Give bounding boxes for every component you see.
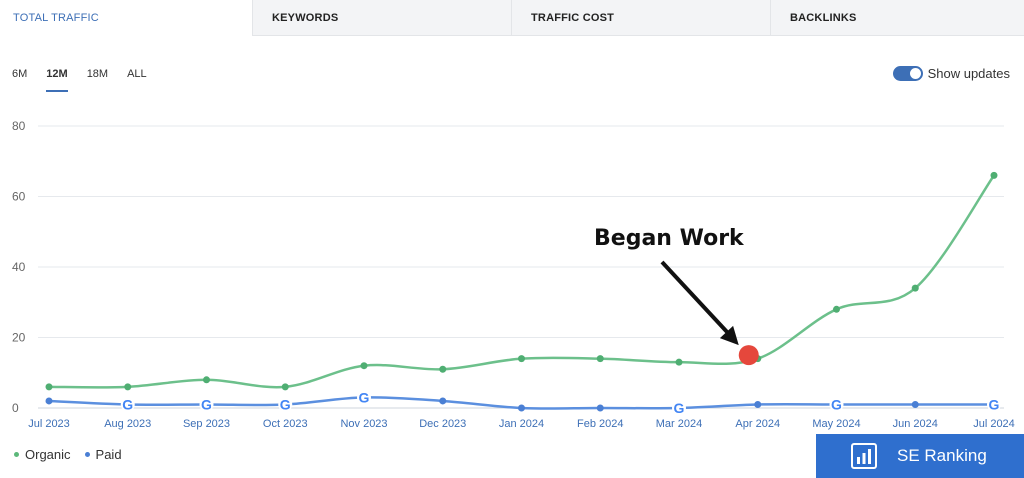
google-icon: G	[672, 400, 686, 416]
y-tick-label: 80	[12, 119, 26, 133]
x-tick-label: Mar 2024	[656, 418, 702, 430]
series-point-paid	[911, 400, 919, 408]
show-updates-toggle[interactable]: Show updates	[892, 66, 1010, 81]
google-icon: G	[120, 396, 135, 412]
series-point-paid	[518, 404, 525, 412]
series-point-paid	[45, 397, 53, 405]
google-icon: G	[357, 389, 371, 405]
grid-lines	[38, 125, 1004, 409]
x-tick-label: Jul 2023	[28, 418, 70, 430]
google-icon: G	[278, 396, 293, 412]
legend-paid[interactable]: Paid	[84, 447, 122, 462]
x-tick-label: Feb 2024	[577, 418, 623, 430]
google-icon-bg	[987, 397, 1001, 412]
series-lines	[48, 174, 996, 410]
google-icon-glyph: G	[359, 389, 370, 405]
period-all[interactable]: ALL	[127, 68, 147, 80]
period-6m[interactable]: 6M	[12, 68, 28, 80]
period-18m[interactable]: 18M	[86, 68, 109, 80]
google-icon: G	[829, 396, 844, 412]
series-point-organic	[518, 355, 525, 363]
google-icon-bg	[278, 397, 293, 412]
x-tick-label: Apr 2024	[735, 418, 780, 430]
series-point-organic	[281, 383, 289, 391]
y-tick-label: 40	[12, 260, 26, 274]
x-tick-label: Jan 2024	[499, 418, 544, 430]
x-tick-label: Aug 2023	[104, 418, 151, 430]
series-point-organic	[124, 383, 132, 391]
series-points	[45, 171, 998, 412]
x-tick-label: Jul 2024	[973, 418, 1015, 430]
x-tick-label: May 2024	[812, 418, 860, 430]
annotation-arrow	[660, 260, 735, 340]
se-ranking-badge: SE Ranking	[816, 434, 1024, 478]
x-tick-label: Dec 2023	[419, 418, 466, 430]
toggle-switch[interactable]	[892, 66, 923, 81]
series-point-organic	[596, 355, 604, 363]
series-point-organic	[203, 376, 210, 384]
series-point-organic	[439, 365, 447, 373]
y-axis-ticks: 0 20 40 60 80	[12, 119, 26, 415]
annotation-text: Began Work	[594, 226, 745, 251]
series-point-organic	[675, 358, 683, 366]
x-tick-label: Jun 2024	[893, 418, 938, 430]
series-point-organic	[360, 362, 368, 370]
x-axis-ticks: Jul 2023 Aug 2023 Sep 2023 Oct 2023 Nov 2023…	[28, 418, 1015, 430]
google-icon-glyph: G	[674, 400, 685, 416]
tab-total-traffic[interactable]: TOTAL TRAFFIC	[0, 0, 252, 36]
period-12m[interactable]: 12M	[46, 66, 69, 92]
y-tick-label: 20	[12, 331, 26, 345]
toggle-knob	[909, 68, 921, 79]
annotation: Began Work	[594, 226, 759, 366]
google-icon-glyph: G	[280, 396, 291, 412]
series-point-organic	[833, 305, 840, 313]
legend-organic-label: Organic	[25, 447, 71, 462]
series-point-paid	[754, 400, 762, 408]
series-point-organic	[45, 383, 53, 391]
series-point-paid	[596, 404, 604, 412]
series-point-paid	[439, 397, 447, 405]
google-icon-bg	[199, 397, 214, 412]
google-icon-bg	[357, 390, 371, 405]
legend-paid-dot	[84, 452, 90, 457]
tab-keywords[interactable]: KEYWORDS	[252, 0, 511, 36]
google-icon-glyph: G	[831, 396, 842, 412]
y-tick-label: 60	[12, 190, 26, 204]
google-icon: G	[987, 396, 1001, 412]
show-updates-label: Show updates	[927, 66, 1010, 81]
tab-backlinks[interactable]: BACKLINKS	[770, 0, 1024, 36]
x-tick-label: Sep 2023	[183, 418, 230, 430]
tab-bar: TOTAL TRAFFIC KEYWORDS TRAFFIC COST BACK…	[0, 0, 1024, 36]
bar-chart-icon	[851, 443, 877, 469]
series-point-organic	[990, 171, 998, 179]
x-tick-label: Nov 2023	[340, 418, 387, 430]
annotation-arrowhead	[719, 325, 739, 346]
google-icon-bg	[829, 397, 844, 412]
series-point-organic	[911, 284, 919, 292]
chart-legend: Organic Paid	[14, 447, 136, 462]
legend-paid-label: Paid	[95, 447, 122, 462]
google-icon-glyph: G	[201, 396, 212, 412]
legend-organic-dot	[14, 452, 19, 457]
google-update-markers: G G G GG G G	[120, 389, 1001, 416]
tab-traffic-cost[interactable]: TRAFFIC COST	[511, 0, 770, 36]
google-icon-bg	[120, 397, 135, 412]
y-tick-label: 0	[12, 401, 19, 415]
google-icon-glyph: G	[989, 396, 1000, 412]
x-tick-label: Oct 2023	[263, 418, 308, 430]
google-icon-bg	[672, 401, 686, 415]
brand-label: SE Ranking	[897, 446, 987, 465]
began-work-marker	[738, 345, 759, 366]
legend-organic[interactable]: Organic	[14, 447, 71, 462]
google-icon: G	[199, 396, 214, 412]
period-selector: 6M 12M 18M ALL	[12, 66, 166, 92]
google-icon-glyph: G	[122, 396, 133, 412]
